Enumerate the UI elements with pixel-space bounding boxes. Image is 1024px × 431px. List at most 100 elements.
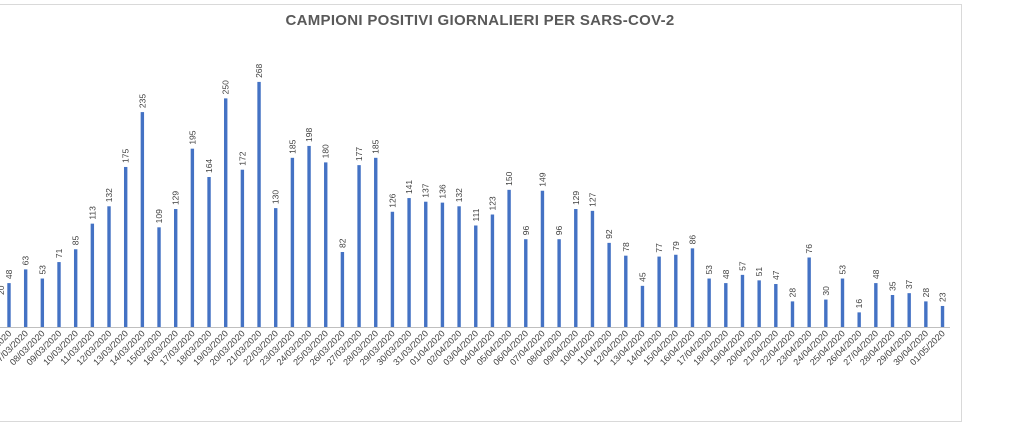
bar-13/03/2020 xyxy=(123,166,128,327)
value-label: 137 xyxy=(421,183,431,197)
value-label: 180 xyxy=(321,144,331,158)
value-label: 23 xyxy=(938,292,948,302)
value-label: 127 xyxy=(587,192,597,206)
value-label: 37 xyxy=(904,279,914,289)
value-label: 185 xyxy=(371,139,381,153)
value-label: 53 xyxy=(704,265,714,275)
bar-26/03/2020 xyxy=(340,252,345,327)
bar-04/04/2020 xyxy=(490,214,495,327)
value-label: 130 xyxy=(271,190,281,204)
bar-22/03/2020 xyxy=(274,208,278,327)
bar-11/04/2020 xyxy=(607,242,611,327)
value-label: 185 xyxy=(287,139,297,153)
value-label: 150 xyxy=(504,171,514,185)
value-label: 113 xyxy=(87,206,97,220)
bar-30/03/2020 xyxy=(407,198,411,327)
bar-12/04/2020 xyxy=(624,255,628,327)
bar-19/03/2020 xyxy=(224,98,228,328)
bar-19/04/2020 xyxy=(740,274,745,327)
x-tick-labels: 06/03/202007/03/202008/03/202009/03/2020… xyxy=(0,328,947,367)
bar-25/04/2020 xyxy=(840,278,845,327)
chart-panel xyxy=(0,4,962,422)
value-label: 175 xyxy=(121,149,131,163)
bar-17/03/2020 xyxy=(190,148,195,327)
bar-20/03/2020 xyxy=(240,169,245,327)
bar-23/03/2020 xyxy=(290,157,295,327)
bar-16/04/2020 xyxy=(690,248,695,327)
value-label: 57 xyxy=(737,261,747,271)
bar-01/05/2020 xyxy=(940,305,945,327)
bar-20/04/2020 xyxy=(757,280,761,327)
value-label: 53 xyxy=(838,265,848,275)
bar-07/04/2020 xyxy=(540,190,545,327)
bar-09/04/2020 xyxy=(574,209,578,327)
bar-15/04/2020 xyxy=(674,254,678,327)
bar-27/04/2020 xyxy=(874,283,878,327)
value-label: 96 xyxy=(521,225,531,235)
value-label: 136 xyxy=(437,184,447,198)
value-label: 109 xyxy=(154,209,164,223)
value-label-clipped: 20 xyxy=(0,285,6,295)
value-label: 195 xyxy=(187,130,197,144)
value-label: 35 xyxy=(888,281,898,291)
bar-08/03/2020 xyxy=(40,278,45,327)
value-label: 85 xyxy=(71,236,81,246)
value-label: 250 xyxy=(221,80,231,94)
value-label: 82 xyxy=(337,238,347,248)
value-label: 63 xyxy=(21,256,31,266)
value-label: 28 xyxy=(787,288,797,298)
value-label: 132 xyxy=(104,188,114,202)
bar-22/04/2020 xyxy=(790,301,795,327)
value-label: 48 xyxy=(4,269,14,279)
value-label: 268 xyxy=(254,63,264,77)
bar-21/04/2020 xyxy=(774,284,778,327)
value-label: 164 xyxy=(204,159,214,173)
bar-16/03/2020 xyxy=(174,209,178,327)
value-label: 28 xyxy=(921,288,931,298)
bar-26/04/2020 xyxy=(857,312,861,327)
value-label: 78 xyxy=(621,242,631,252)
bar-07/03/2020 xyxy=(23,269,28,327)
value-label: 132 xyxy=(454,188,464,202)
value-label: 96 xyxy=(554,225,564,235)
bar-02/04/2020 xyxy=(457,206,461,327)
value-label: 30 xyxy=(821,286,831,296)
bar-14/03/2020 xyxy=(140,112,145,327)
value-label: 51 xyxy=(754,267,764,277)
bar-29/03/2020 xyxy=(390,211,395,327)
bar-14/04/2020 xyxy=(657,256,661,327)
bar-10/03/2020 xyxy=(73,249,78,327)
bar-23/04/2020 xyxy=(807,257,811,327)
value-label: 47 xyxy=(771,270,781,280)
value-label: 48 xyxy=(721,269,731,279)
bar-13/04/2020 xyxy=(640,285,645,327)
bar-09/03/2020 xyxy=(57,262,61,327)
bar-12/03/2020 xyxy=(107,206,111,327)
bar-05/04/2020 xyxy=(507,189,511,327)
value-labels-layer: 48 63 53 71 85 113 132 175 235 109 129 195 164 250 172… xyxy=(0,63,948,308)
value-label: 177 xyxy=(354,147,364,161)
value-label: 129 xyxy=(571,191,581,205)
value-label: 235 xyxy=(137,94,147,108)
value-label: 48 xyxy=(871,269,881,279)
bars-layer xyxy=(7,81,945,328)
value-label: 77 xyxy=(654,243,664,253)
value-label: 53 xyxy=(37,265,47,275)
bar-06/03/2020 xyxy=(7,283,11,327)
value-label: 79 xyxy=(671,241,681,251)
value-label: 76 xyxy=(804,244,814,254)
bar-08/04/2020 xyxy=(557,239,561,327)
bar-06/04/2020 xyxy=(524,239,528,327)
bar-28/03/2020 xyxy=(374,157,378,327)
bar-21/03/2020 xyxy=(257,81,261,327)
value-label: 198 xyxy=(304,127,314,141)
bar-17/04/2020 xyxy=(707,278,711,327)
bar-15/03/2020 xyxy=(157,227,161,327)
value-label: 111 xyxy=(471,208,481,221)
bar-31/03/2020 xyxy=(424,201,428,327)
bar-11/03/2020 xyxy=(90,223,95,327)
value-label: 16 xyxy=(854,299,864,309)
value-label: 92 xyxy=(604,229,614,239)
